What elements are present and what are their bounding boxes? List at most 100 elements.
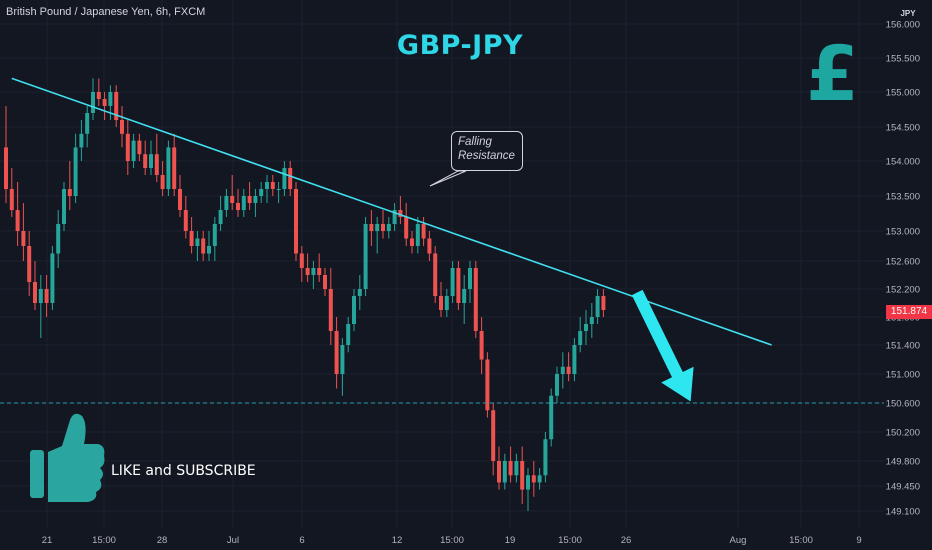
candle-body <box>381 224 385 231</box>
price-tick-label: 155.500 <box>886 54 920 65</box>
candle-body <box>514 461 519 476</box>
price-tick-label: 156.000 <box>886 20 920 31</box>
candle-body <box>102 99 107 106</box>
candle-body <box>247 196 252 203</box>
candle-body <box>473 268 478 331</box>
candle-body <box>415 224 420 246</box>
candle-body <box>439 296 443 310</box>
candle-body <box>288 168 293 189</box>
candle-body <box>259 189 264 196</box>
candle-body <box>572 345 577 374</box>
candle-body <box>566 366 571 374</box>
candle-body <box>340 345 345 374</box>
thumb-hand <box>48 413 105 502</box>
candle-body <box>485 359 490 411</box>
price-tick-label: 152.600 <box>886 257 920 268</box>
price-tick-label: 153.000 <box>886 227 920 238</box>
candle-body <box>108 92 113 106</box>
candle-body <box>270 182 275 189</box>
candle-body <box>346 324 351 345</box>
candle-body <box>404 217 409 239</box>
candle-body <box>21 231 26 246</box>
candle-body <box>137 140 142 155</box>
candle-body <box>149 154 153 168</box>
price-tick-label: 149.800 <box>886 457 920 468</box>
candle-body <box>392 210 397 224</box>
price-tick-label: 151.000 <box>886 370 920 381</box>
price-tick-label: 152.200 <box>886 285 920 296</box>
chart-title: GBP-JPY <box>396 30 524 61</box>
candle-body <box>201 238 206 254</box>
candle-body <box>131 140 136 161</box>
candle-body <box>352 296 356 324</box>
callout-line-1: Falling <box>458 136 492 148</box>
time-tick-label: 19 <box>505 535 516 546</box>
price-axis-bg <box>884 0 932 550</box>
candle-body <box>497 461 501 483</box>
candle-body <box>85 113 90 134</box>
thumbs-up-icon <box>30 413 105 502</box>
candle-body <box>73 147 78 196</box>
candle-body <box>50 253 55 303</box>
candle-body <box>462 289 467 303</box>
candle-body <box>15 210 20 231</box>
price-tick-label: 154.000 <box>886 157 920 168</box>
price-tick-label: 149.100 <box>886 507 920 518</box>
time-tick-label: Aug <box>730 535 747 546</box>
candle-body <box>363 224 368 289</box>
candle-body <box>44 289 49 303</box>
candle-body <box>207 246 211 254</box>
time-tick-label: 9 <box>856 535 861 546</box>
last-price-tag: 151.874 <box>886 305 932 319</box>
candle-body <box>236 203 240 210</box>
candle-body <box>67 189 72 196</box>
candle-body <box>543 439 548 476</box>
time-tick-label: 15:00 <box>92 535 116 546</box>
candle-body <box>537 475 542 483</box>
candle-body <box>595 296 600 317</box>
candle-body <box>224 196 229 210</box>
candle-body <box>183 210 188 231</box>
candle-body <box>305 268 310 275</box>
candle-body <box>189 231 194 246</box>
candle-body <box>491 410 496 461</box>
time-tick-label: 28 <box>157 535 168 546</box>
candle-body <box>265 182 269 189</box>
callout-pointer <box>429 170 467 187</box>
candle-body <box>253 196 258 203</box>
candle-body <box>9 189 14 210</box>
candle-body <box>230 196 235 203</box>
forecast-arrow <box>631 289 694 402</box>
candle-body <box>555 374 559 396</box>
candle-body <box>560 366 565 374</box>
decorations <box>30 413 105 502</box>
candle-body <box>56 224 61 254</box>
candle-body <box>114 92 119 120</box>
candle-body <box>96 92 101 99</box>
candle-body <box>27 246 32 282</box>
candlestick-series <box>4 78 606 511</box>
candle-body <box>166 147 171 189</box>
candle-body <box>375 224 380 231</box>
pound-sign-icon: £ <box>806 29 859 118</box>
axis-currency-label: JPY <box>900 9 916 18</box>
candle-body <box>241 196 246 210</box>
candle-body <box>317 268 322 275</box>
candle-body <box>589 317 594 324</box>
candle-body <box>386 224 391 231</box>
price-tick-label: 154.500 <box>886 123 920 134</box>
candle-body <box>160 175 165 189</box>
candle-body <box>33 282 37 303</box>
falling-resistance-callout[interactable]: Falling Resistance <box>451 131 523 171</box>
candle-body <box>520 461 525 490</box>
candle-body <box>282 168 287 189</box>
time-tick-label: 15:00 <box>789 535 813 546</box>
price-tick-label: 153.500 <box>886 192 920 203</box>
time-axis-bg <box>0 528 884 550</box>
chart-drawings <box>0 77 884 404</box>
price-axis: 156.000 155.500 155.000 154.500 154.000 153.5… <box>884 0 932 550</box>
candle-body <box>172 147 177 189</box>
time-tick-label: 15:00 <box>558 535 582 546</box>
symbol-info: British Pound / Japanese Yen, 6h, FXCM <box>6 6 206 18</box>
